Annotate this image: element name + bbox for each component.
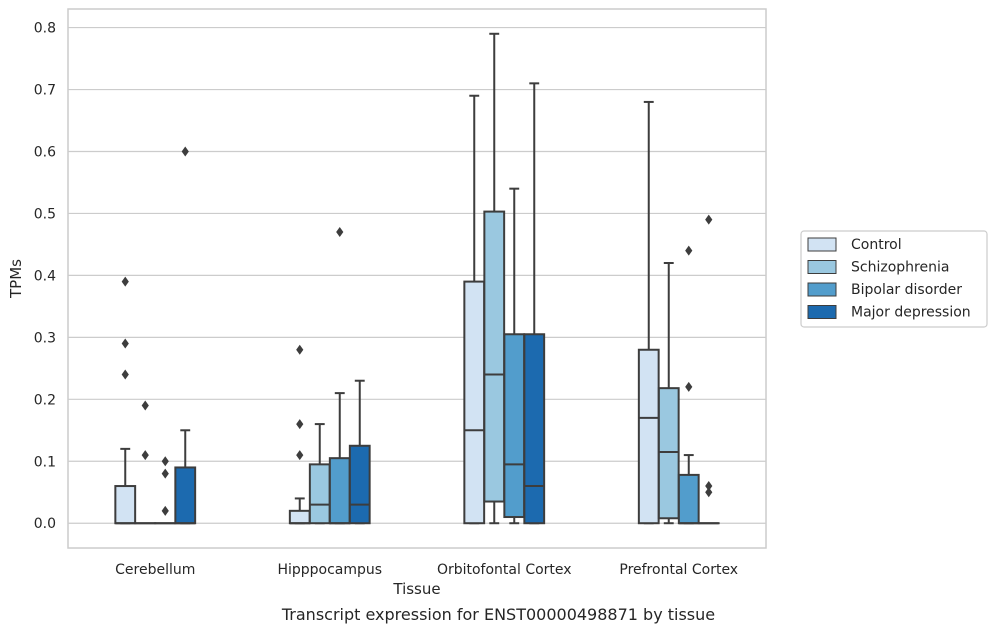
box-body: [463, 280, 486, 525]
box-1-2: [483, 32, 506, 525]
box-body: [657, 387, 680, 520]
box-2-3: [677, 245, 700, 525]
outlier-point: [161, 456, 169, 467]
y-tick-label: 0.0: [34, 516, 56, 532]
box-body: [677, 473, 700, 525]
figure-caption: Transcript expression for ENST0000049887…: [281, 605, 716, 624]
plot-frame: [67, 8, 767, 549]
box-0-3: [637, 100, 660, 525]
legend-swatch: [807, 260, 837, 274]
legend-swatch: [807, 237, 837, 252]
box-body: [328, 457, 351, 525]
legend-frame: [800, 230, 988, 328]
box-body: [308, 463, 331, 525]
y-tick-label: 0.7: [34, 83, 56, 99]
outlier-point: [141, 400, 149, 411]
box-plot-chart: 0.0 0.1 0.2 0.3 0.4 0.5 0.6 0.7 0.8 TPMs Tissue Cer…: [7, 8, 988, 598]
box-1-3: [657, 262, 680, 525]
legend-swatch: [807, 282, 837, 297]
legend-swatch: [807, 305, 837, 319]
x-tick-label: Hipppocampus: [277, 562, 382, 578]
outlier-point: [296, 450, 304, 461]
outlier-point: [705, 214, 713, 225]
box-body: [483, 210, 506, 503]
box-body: [637, 348, 660, 525]
outlier-point: [121, 338, 129, 349]
box-body: [523, 333, 546, 525]
outlier-point: [161, 505, 169, 516]
box-3-3: [697, 214, 720, 525]
box-body: [503, 333, 526, 519]
box-0-1: [288, 344, 311, 525]
x-tick-label: Orbitofontal Cortex: [437, 562, 572, 578]
box-3-1: [348, 379, 371, 525]
box-2-2: [503, 187, 526, 525]
box-2-0: [154, 456, 177, 525]
outlier-point: [141, 450, 149, 461]
outlier-point: [336, 227, 344, 238]
outlier-point: [296, 419, 304, 430]
outlier-point: [705, 487, 713, 498]
chart-container: 0.0 0.1 0.2 0.3 0.4 0.5 0.6 0.7 0.8 TPMs Tissue Cer…: [7, 8, 988, 598]
box-2-1: [328, 227, 351, 525]
box-0-0: [114, 276, 137, 525]
legend-label: Major depression: [851, 305, 971, 321]
outlier-point: [296, 344, 304, 355]
x-tick-label: Prefrontal Cortex: [619, 562, 738, 578]
box-body: [114, 485, 137, 525]
x-axis-label: Tissue: [392, 580, 440, 598]
legend-label: Bipolar disorder: [851, 282, 962, 298]
legend: Control Schizophrenia Bipolar disorder Majo…: [800, 230, 988, 328]
outlier-point: [685, 245, 693, 256]
box-1-0: [134, 400, 157, 525]
outlier-point: [685, 381, 693, 392]
box-3-0: [174, 146, 197, 525]
outlier-point: [121, 276, 129, 287]
box-1-1: [308, 423, 331, 525]
box-body: [174, 466, 197, 525]
outlier-point: [121, 369, 129, 380]
outlier-point: [181, 146, 189, 157]
y-tick-label: 0.3: [34, 330, 56, 346]
x-tick-label: Cerebellum: [115, 562, 195, 578]
outlier-point: [705, 481, 713, 492]
legend-label: Schizophrenia: [851, 260, 949, 276]
y-tick-label: 0.5: [34, 206, 56, 222]
box-3-2: [523, 82, 546, 525]
y-tick-label: 0.4: [34, 268, 56, 284]
outlier-point: [161, 468, 169, 479]
box-0-2: [463, 94, 486, 525]
y-axis-label: TPMs: [7, 259, 25, 299]
y-tick-label: 0.2: [34, 392, 56, 408]
y-tick-label: 0.6: [34, 144, 56, 160]
legend-label: Control: [851, 237, 902, 253]
box-body: [348, 444, 371, 525]
box-body: [288, 509, 311, 525]
y-tick-label: 0.1: [34, 454, 56, 470]
y-tick-label: 0.8: [34, 21, 56, 37]
